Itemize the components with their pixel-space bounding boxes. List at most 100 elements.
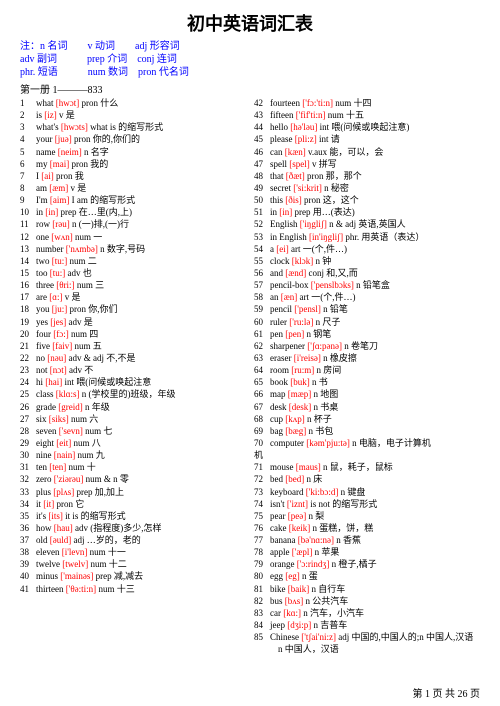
vocab-entry: 28seven ['sevn] num 七 bbox=[20, 425, 246, 437]
vocab-entry: 42fourteen ['fɔ:'ti:n] num 十四 bbox=[254, 97, 480, 109]
entry-text: apple ['æpl] n 苹果 bbox=[270, 546, 480, 558]
entry-text: row [rəu] n (一)排,(一)行 bbox=[36, 218, 246, 230]
entry-number: 38 bbox=[20, 546, 36, 558]
entry-text: desk [desk] n 书桌 bbox=[270, 401, 480, 413]
entry-number: 85 bbox=[254, 631, 270, 643]
legend-line: phr. 短语 num 数词 pron 代名词 bbox=[20, 66, 480, 79]
entry-number: 72 bbox=[254, 473, 270, 485]
entry-text: fifteen ['fif'ti:n] num 十五 bbox=[270, 109, 480, 121]
vocab-entry: 84jeep [dʒi:p] n 吉普车 bbox=[254, 619, 480, 631]
vocab-entry: 65book [buk] n 书 bbox=[254, 376, 480, 388]
entry-text: what's [hwɔts] what is 的缩写形式 bbox=[36, 121, 246, 133]
entry-text: it's [its] it is 的缩写形式 bbox=[36, 510, 246, 522]
entry-text: ruler ['ru:lə] n 尺子 bbox=[270, 316, 480, 328]
entry-number: 10 bbox=[20, 206, 36, 218]
entry-text: in [in] prep 用…(表达) bbox=[270, 206, 480, 218]
vocab-entry: 61pen [pen] n 钢笔 bbox=[254, 328, 480, 340]
entry-number: 43 bbox=[254, 109, 270, 121]
entry-number: 41 bbox=[20, 583, 36, 595]
entry-number: 25 bbox=[20, 388, 36, 400]
vocab-entry: 53in English [in'iŋgliʃ] phr. 用英语（表达） bbox=[254, 231, 480, 243]
vocab-entry: 13number ['nʌmbə] n 数字,号码 bbox=[20, 243, 246, 255]
entry-number: 60 bbox=[254, 316, 270, 328]
entry-number: 8 bbox=[20, 182, 36, 194]
entry-number: 63 bbox=[254, 352, 270, 364]
vocab-entry: 80egg [eg] n 蛋 bbox=[254, 570, 480, 582]
entry-text: spell [spel] v 拼写 bbox=[270, 158, 480, 170]
vocab-entry: 32zero ['ziərəu] num & n 零 bbox=[20, 473, 246, 485]
entry-number: 55 bbox=[254, 255, 270, 267]
vocab-entry: 71mouse [maus] n 鼠，耗子，鼠标 bbox=[254, 461, 480, 473]
entry-number: 56 bbox=[254, 267, 270, 279]
entry-text: eraser [i'reisə] n 橡皮擦 bbox=[270, 352, 480, 364]
entry-number: 82 bbox=[254, 595, 270, 607]
vocab-entry: 20four [fɔ:] num 四 bbox=[20, 328, 246, 340]
entry-text: bike [baik] n 自行车 bbox=[270, 583, 480, 595]
vocab-entry: 36how [hau] adv (指程度)多少,怎样 bbox=[20, 522, 246, 534]
entry-number: 6 bbox=[20, 158, 36, 170]
entry-number: 47 bbox=[254, 158, 270, 170]
entry-number: 78 bbox=[254, 546, 270, 558]
entry-number: 35 bbox=[20, 510, 36, 522]
entry-text: class [klɑ:s] n (学校里的)班级，年级 bbox=[36, 388, 246, 400]
vocab-entry: 51in [in] prep 用…(表达) bbox=[254, 206, 480, 218]
entry-number: 33 bbox=[20, 486, 36, 498]
entry-number: 45 bbox=[254, 133, 270, 145]
entry-text: pencil-box ['penslbɔks] n 铅笔盒 bbox=[270, 279, 480, 291]
vocab-entry: 22no [nəu] adv & adj 不,不是 bbox=[20, 352, 246, 364]
vocab-entry: 76cake [keik] n 蛋糕，饼，糕 bbox=[254, 522, 480, 534]
entry-number: 23 bbox=[20, 364, 36, 376]
entry-text: nine [nain] num 九 bbox=[36, 449, 246, 461]
vocab-entry: 10in [in] prep 在…里(内,上) bbox=[20, 206, 246, 218]
entry-number: 27 bbox=[20, 413, 36, 425]
vocab-entry: 25class [klɑ:s] n (学校里的)班级，年级 bbox=[20, 388, 246, 400]
entry-text: cake [keik] n 蛋糕，饼，糕 bbox=[270, 522, 480, 534]
entry-number: 69 bbox=[254, 425, 270, 437]
entry-number: 5 bbox=[20, 146, 36, 158]
entry-number: 57 bbox=[254, 279, 270, 291]
entry-number: 65 bbox=[254, 376, 270, 388]
entry-text: jeep [dʒi:p] n 吉普车 bbox=[270, 619, 480, 631]
vocab-entry: 27six [siks] num 六 bbox=[20, 413, 246, 425]
vocab-entry: 67desk [desk] n 书桌 bbox=[254, 401, 480, 413]
entry-text: grade [greid] n 年级 bbox=[36, 401, 246, 413]
page-footer: 第 1 页 共 26 页 bbox=[413, 685, 481, 700]
entry-text: bus [bʌs] n 公共汽车 bbox=[270, 595, 480, 607]
entry-number: 59 bbox=[254, 303, 270, 315]
vocab-entry: 16three [θri:] num 三 bbox=[20, 279, 246, 291]
entry-number: 67 bbox=[254, 401, 270, 413]
entry-number: 26 bbox=[20, 401, 36, 413]
vocab-entry: 43fifteen ['fif'ti:n] num 十五 bbox=[254, 109, 480, 121]
entry-number: 16 bbox=[20, 279, 36, 291]
entry-number: 24 bbox=[20, 376, 36, 388]
entry-text: minus ['mainəs] prep 减,减去 bbox=[36, 570, 246, 582]
vocab-entry: 79orange ['ɔ:rindʒ] n 橙子,橘子 bbox=[254, 558, 480, 570]
entry-number: 44 bbox=[254, 121, 270, 133]
entry-text: bed [bed] n 床 bbox=[270, 473, 480, 485]
entry-number: 64 bbox=[254, 364, 270, 376]
entry-text: twelve [twelv] num 十二 bbox=[36, 558, 246, 570]
entry-number: 68 bbox=[254, 413, 270, 425]
entry-number: 42 bbox=[254, 97, 270, 109]
entry-number: 76 bbox=[254, 522, 270, 534]
entry-text: two [tu:] num 二 bbox=[36, 255, 246, 267]
entry-number: 52 bbox=[254, 218, 270, 230]
entry-number: 73 bbox=[254, 486, 270, 498]
vocab-entry: 64room [ru:m] n 房间 bbox=[254, 364, 480, 376]
entry-number: 66 bbox=[254, 388, 270, 400]
vocab-entry: 31ten [ten] num 十 bbox=[20, 461, 246, 473]
entry-number: 48 bbox=[254, 170, 270, 182]
entry-text: hi [hai] int 喂(问候或唤起注意 bbox=[36, 376, 246, 388]
entry-number: 77 bbox=[254, 534, 270, 546]
entry-text: a [ei] art 一(个,件…) bbox=[270, 243, 480, 255]
entry-text: yes [jes] adv 是 bbox=[36, 316, 246, 328]
vocab-entry: 75pear [peə] n 梨 bbox=[254, 510, 480, 522]
entry-text: car [kɑ:] n 汽车，小汽车 bbox=[270, 607, 480, 619]
entry-text: how [hau] adv (指程度)多少,怎样 bbox=[36, 522, 246, 534]
entry-number: 75 bbox=[254, 510, 270, 522]
entry-number: 80 bbox=[254, 570, 270, 582]
vocab-entry: 30nine [nain] num 九 bbox=[20, 449, 246, 461]
vocab-entry: 78apple ['æpl] n 苹果 bbox=[254, 546, 480, 558]
entry-number: 14 bbox=[20, 255, 36, 267]
vocab-entry: 37old [əuld] adj …岁的，老的 bbox=[20, 534, 246, 546]
